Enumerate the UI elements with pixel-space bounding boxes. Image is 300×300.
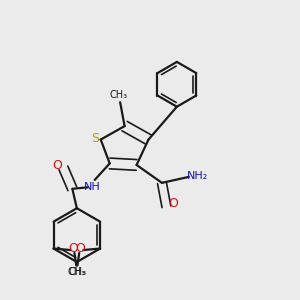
Text: O: O [76, 242, 85, 255]
Text: CH₃: CH₃ [110, 90, 128, 100]
Text: O: O [68, 242, 78, 255]
Text: S: S [91, 132, 99, 145]
Text: NH₂: NH₂ [187, 171, 208, 181]
Text: O: O [168, 197, 178, 210]
Text: CH₃: CH₃ [68, 267, 86, 277]
Text: CH₃: CH₃ [67, 267, 85, 277]
Text: O: O [52, 159, 62, 172]
Text: NH: NH [83, 182, 100, 192]
